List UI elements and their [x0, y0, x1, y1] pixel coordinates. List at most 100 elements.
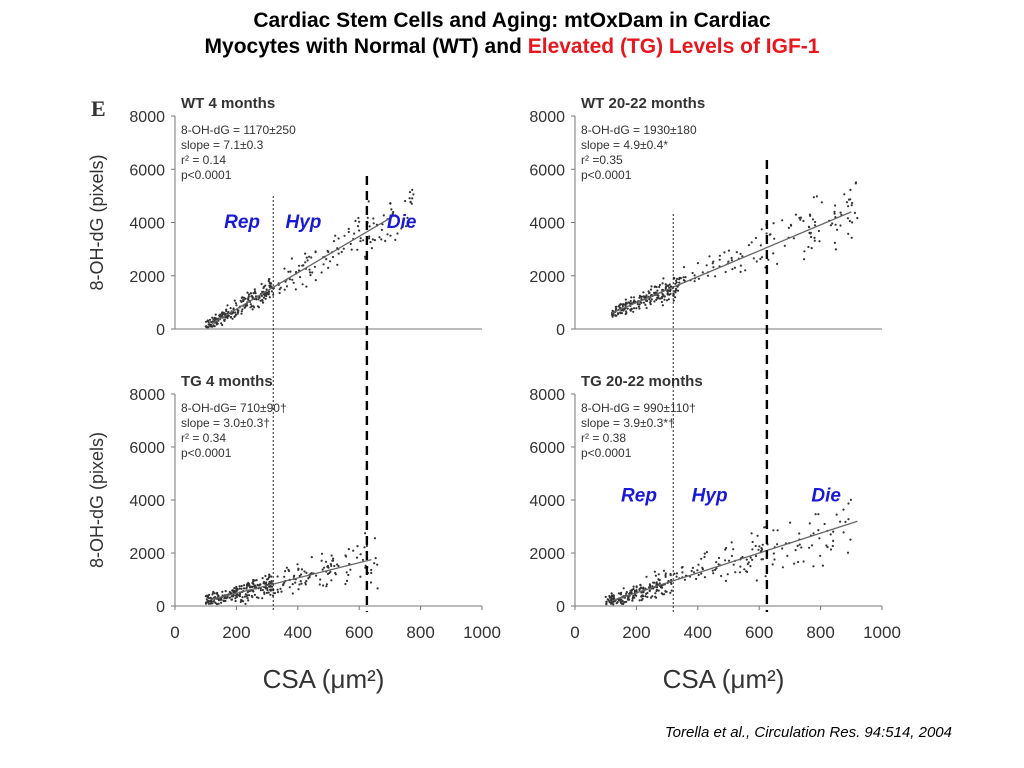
data-point — [226, 316, 229, 320]
data-point — [800, 546, 803, 549]
data-point — [712, 260, 715, 263]
data-point — [808, 546, 811, 549]
data-point — [695, 577, 698, 581]
data-point — [746, 562, 749, 566]
data-point — [645, 592, 648, 596]
data-point — [701, 271, 704, 274]
data-point — [642, 291, 645, 294]
data-point — [327, 266, 330, 269]
data-point — [242, 298, 245, 301]
data-point — [645, 306, 648, 310]
data-point — [238, 587, 241, 590]
data-point — [772, 252, 775, 255]
data-point — [268, 281, 271, 284]
data-point — [657, 589, 660, 592]
data-point — [209, 318, 212, 321]
y-tick-label: 8000 — [529, 387, 565, 404]
data-point — [206, 319, 209, 322]
y-tick-label: 0 — [156, 322, 165, 339]
data-point — [847, 198, 851, 201]
data-point — [298, 264, 301, 267]
data-point — [654, 592, 657, 595]
regression-line — [611, 211, 852, 314]
data-point — [711, 569, 714, 572]
data-point — [640, 595, 643, 598]
data-point — [374, 557, 377, 560]
data-point — [249, 303, 252, 306]
data-point — [708, 255, 711, 258]
data-point — [270, 588, 273, 591]
data-point — [717, 556, 721, 560]
data-point — [756, 534, 759, 537]
data-point — [392, 210, 395, 214]
data-point — [226, 596, 229, 599]
data-point — [664, 575, 667, 579]
data-point — [639, 583, 642, 586]
data-point — [212, 600, 216, 603]
data-point — [406, 216, 409, 219]
data-point — [404, 225, 408, 228]
data-point — [660, 592, 663, 595]
data-point — [325, 258, 328, 261]
data-point — [734, 571, 737, 574]
data-point — [221, 590, 224, 593]
data-point — [329, 563, 332, 566]
data-point — [730, 554, 734, 558]
data-point — [376, 563, 379, 566]
data-point — [261, 290, 264, 293]
data-point — [305, 579, 308, 583]
data-point — [826, 546, 829, 549]
data-point — [693, 280, 696, 283]
data-point — [776, 262, 779, 265]
data-point — [640, 295, 643, 298]
data-point — [223, 319, 226, 322]
data-point — [767, 258, 770, 261]
data-point — [741, 255, 744, 258]
data-point — [236, 312, 239, 315]
data-point — [242, 600, 245, 603]
data-point — [769, 233, 772, 236]
data-point — [409, 201, 412, 204]
data-point — [368, 235, 371, 238]
data-point — [624, 302, 628, 305]
data-point — [252, 578, 255, 582]
data-point — [236, 588, 239, 591]
x-tick-label: 0 — [170, 623, 179, 642]
data-point — [696, 262, 700, 265]
data-point — [814, 220, 817, 224]
data-point — [323, 566, 326, 569]
x-axis-label: CSA (μm²) — [663, 664, 785, 694]
data-point — [661, 304, 665, 307]
data-point — [296, 563, 299, 566]
data-point — [325, 585, 328, 588]
data-point — [369, 581, 373, 584]
zone-label: Die — [387, 212, 417, 233]
data-point — [355, 556, 359, 559]
data-point — [658, 582, 661, 585]
data-point — [254, 292, 257, 295]
data-point — [394, 238, 397, 241]
data-point — [329, 570, 332, 573]
data-point — [798, 216, 801, 219]
data-point — [812, 196, 815, 199]
stats-line: r² =0.35 — [581, 153, 623, 167]
data-point — [630, 307, 633, 311]
y-tick-label: 4000 — [129, 216, 165, 233]
data-point — [284, 570, 287, 573]
data-point — [248, 584, 251, 587]
panel-title: TG 20-22 months — [581, 373, 703, 390]
data-point — [359, 575, 362, 578]
data-point — [759, 257, 762, 260]
data-point — [730, 259, 734, 262]
data-point — [292, 281, 295, 284]
data-point — [259, 589, 262, 592]
data-point — [262, 296, 265, 299]
data-point — [733, 266, 737, 269]
data-point — [846, 551, 850, 554]
data-point — [229, 307, 232, 310]
data-point — [732, 563, 735, 566]
data-point — [214, 313, 217, 316]
data-point — [358, 220, 361, 223]
data-point — [608, 601, 611, 604]
data-point — [810, 235, 813, 239]
